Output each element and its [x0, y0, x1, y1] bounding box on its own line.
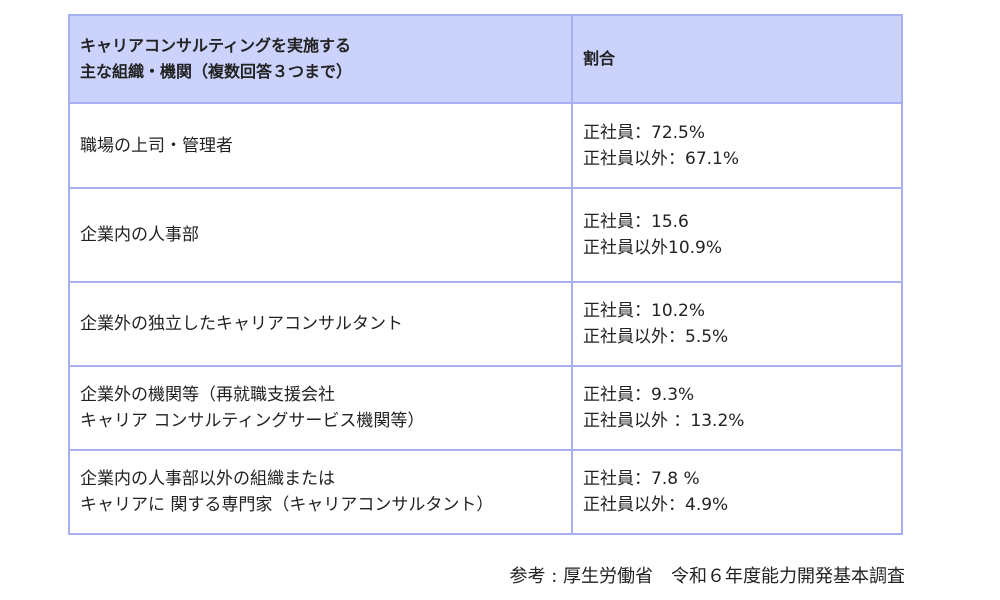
table-row: 企業内の人事部 正社員：15.6 正社員以外10.9% [68, 187, 903, 283]
ratio-regular: 正社員：10.2% [583, 301, 706, 321]
organization-cell: 企業外の機関等（再就職支援会社 キャリア コンサルティングサービス機関等） [68, 365, 573, 451]
organization-cell: 企業外の独立したキャリアコンサルタント [68, 281, 573, 367]
table-header-row: キャリアコンサルティングを実施する 主な組織・機関（複数回答３つまで） 割合 [68, 14, 903, 104]
ratio-non-regular: 正社員以外 ：13.2% [583, 411, 745, 431]
header-ratio-label: 割合 [583, 49, 616, 68]
organization-cell: 企業内の人事部 [68, 187, 573, 283]
ratio-cell: 正社員：9.3% 正社員以外 ：13.2% [571, 365, 903, 451]
ratio-cell: 正社員：7.8 % 正社員以外：4.9% [571, 449, 903, 535]
organization-line: 職場の上司・管理者 [80, 135, 233, 156]
ratio-cell: 正社員：15.6 正社員以外10.9% [571, 187, 903, 283]
ratio-non-regular: 正社員以外：4.9% [583, 495, 729, 515]
ratio-cell: 正社員：72.5% 正社員以外：67.1% [571, 102, 903, 189]
table-row: 企業外の機関等（再就職支援会社 キャリア コンサルティングサービス機関等） 正社… [68, 365, 903, 451]
ratio-non-regular: 正社員以外：67.1% [583, 148, 740, 169]
source-note: 参考 : 厚生労働省 令和６年度能力開発基本調査 [509, 566, 905, 587]
ratio-cell: 正社員：10.2% 正社員以外：5.5% [571, 281, 903, 367]
organization-line-1: 企業内の人事部以外の組織または [80, 469, 335, 489]
organization-line: 企業外の独立したキャリアコンサルタント [80, 314, 403, 334]
ratio-non-regular: 正社員以外：5.5% [583, 327, 729, 347]
consulting-table-container: キャリアコンサルティングを実施する 主な組織・機関（複数回答３つまで） 割合 職… [68, 14, 903, 535]
header-organization-line-2: 主な組織・機関（複数回答３つまで） [80, 62, 353, 81]
header-ratio: 割合 [571, 14, 903, 104]
organization-cell: 職場の上司・管理者 [68, 102, 573, 189]
organization-line-2: キャリア コンサルティングサービス機関等） [80, 411, 425, 431]
header-organization-line-1: キャリアコンサルティングを実施する [80, 36, 352, 55]
organization-line-1: 企業外の機関等（再就職支援会社 [80, 385, 335, 405]
ratio-regular: 正社員：15.6 [583, 212, 689, 232]
ratio-regular: 正社員：7.8 % [583, 469, 700, 489]
consulting-organizations-table: キャリアコンサルティングを実施する 主な組織・機関（複数回答３つまで） 割合 職… [68, 14, 903, 535]
ratio-regular: 正社員：9.3% [583, 385, 695, 405]
organization-cell: 企業内の人事部以外の組織または キャリアに 関する専門家（キャリアコンサルタント… [68, 449, 573, 535]
ratio-non-regular: 正社員以外10.9% [583, 238, 723, 258]
organization-line: 企業内の人事部 [80, 225, 199, 245]
organization-line-2: キャリアに 関する専門家（キャリアコンサルタント） [80, 495, 494, 515]
header-organization: キャリアコンサルティングを実施する 主な組織・機関（複数回答３つまで） [68, 14, 573, 104]
table-row: 企業内の人事部以外の組織または キャリアに 関する専門家（キャリアコンサルタント… [68, 449, 903, 535]
ratio-regular: 正社員：72.5% [583, 122, 706, 143]
table-row: 職場の上司・管理者 正社員：72.5% 正社員以外：67.1% [68, 102, 903, 189]
table-row: 企業外の独立したキャリアコンサルタント 正社員：10.2% 正社員以外：5.5% [68, 281, 903, 367]
